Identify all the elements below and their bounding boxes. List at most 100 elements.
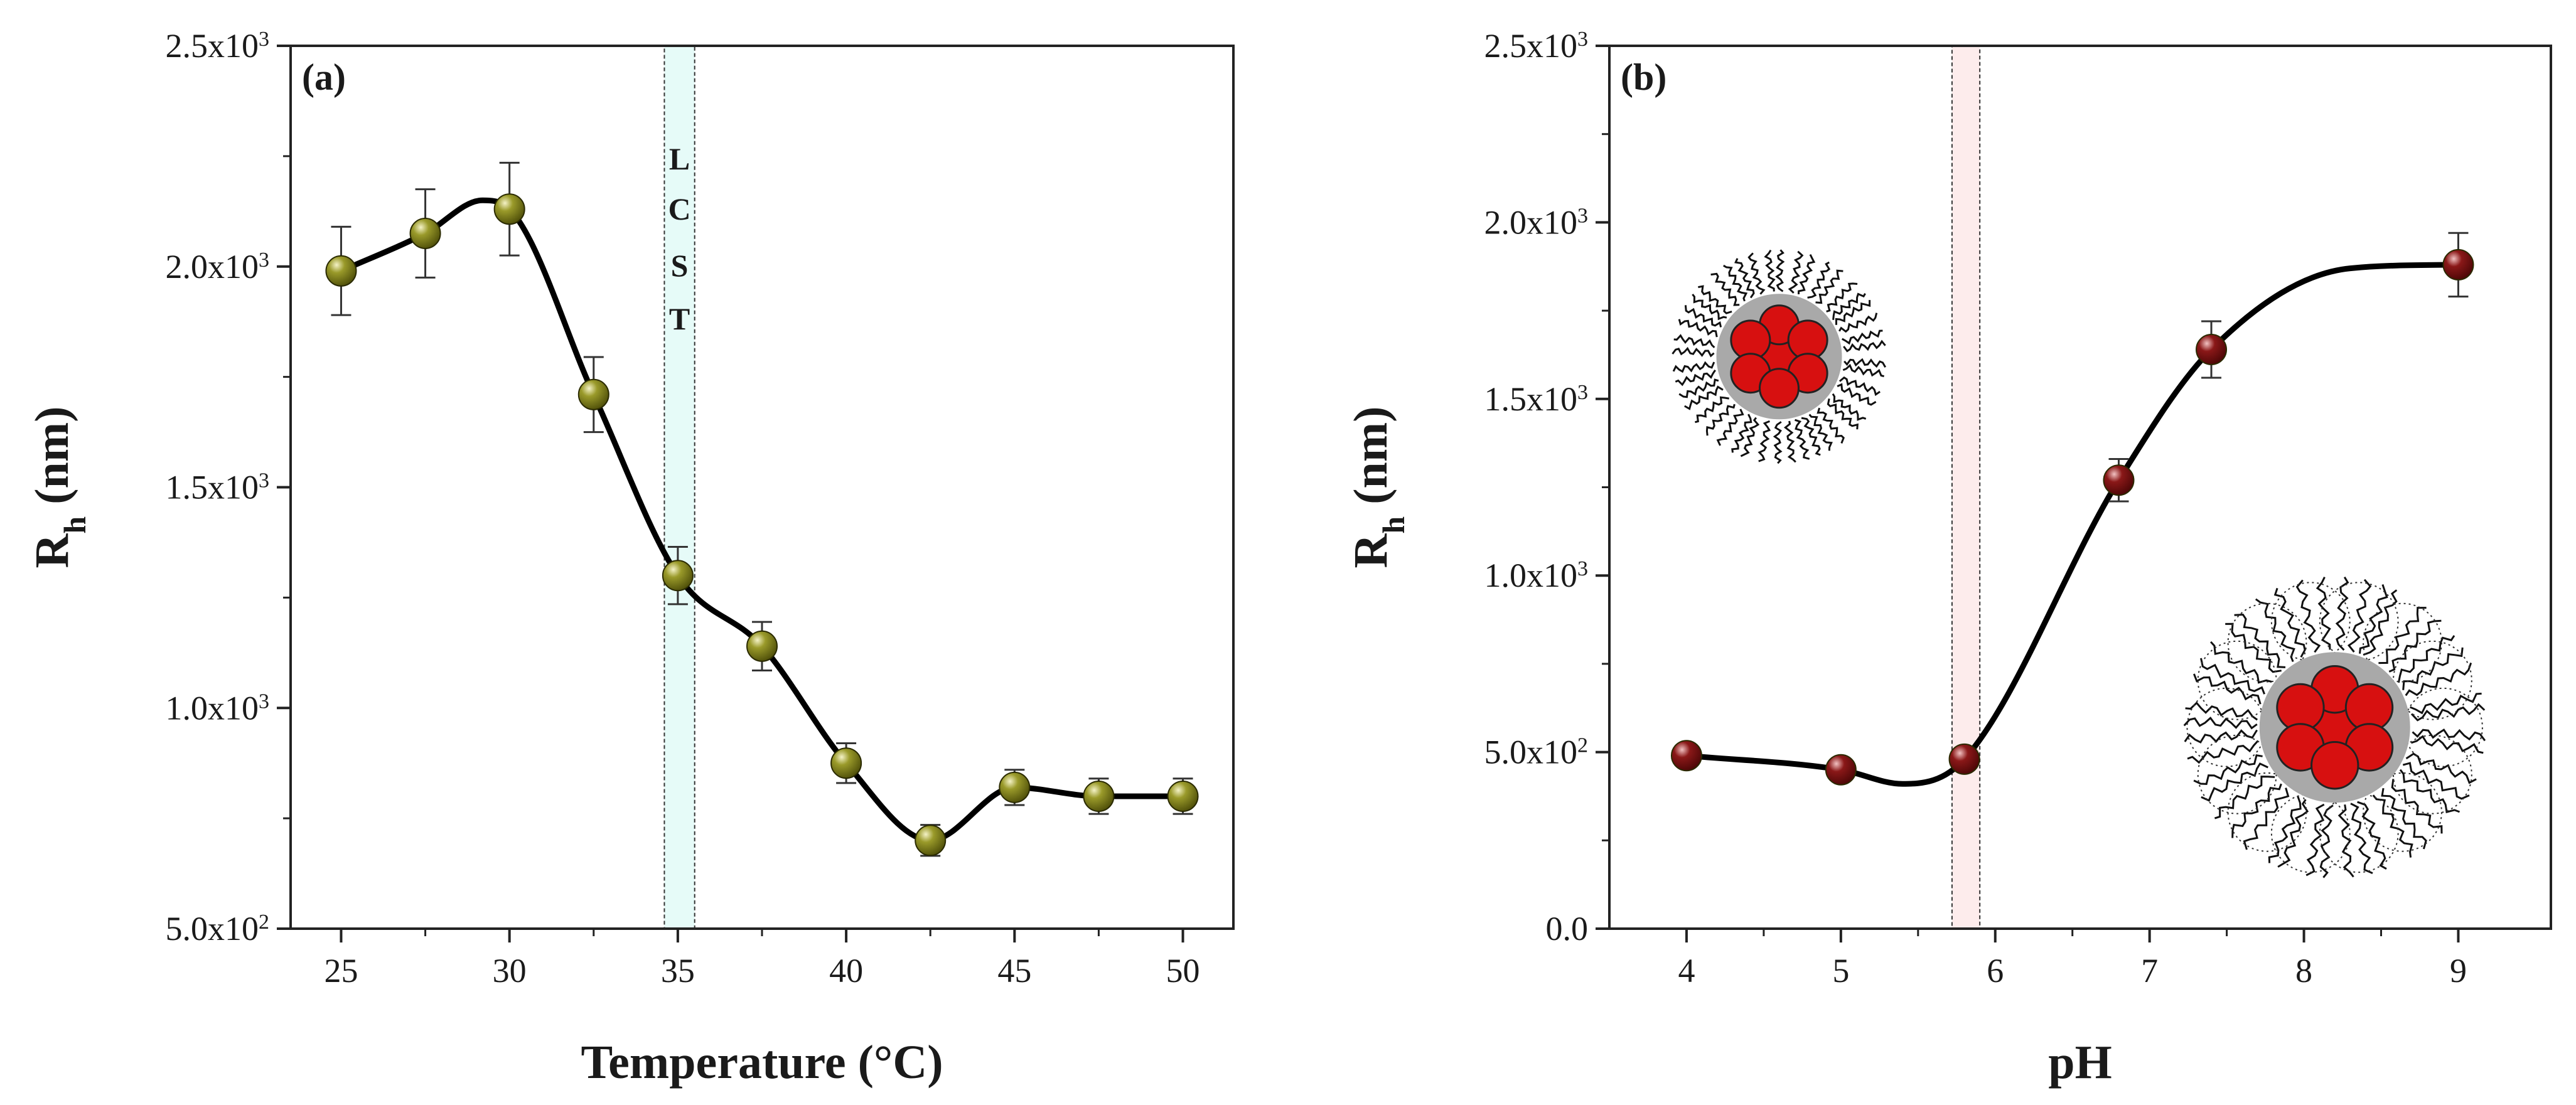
polymer-chain — [1723, 264, 1748, 302]
data-point — [1670, 740, 1702, 772]
polymer-chain — [1795, 419, 1810, 460]
y-axis-title: Rh (nm) — [26, 407, 92, 569]
polymer-chain — [2350, 803, 2373, 874]
polymer-chain — [2183, 716, 2258, 730]
y-tick-label: 1.0x103 — [166, 689, 270, 727]
y-tick-label: 2.5x103 — [1484, 27, 1589, 65]
x-tick-label: 7 — [2141, 952, 2158, 990]
polymer-chain — [1838, 376, 1881, 397]
polymer-chain — [2193, 673, 2262, 705]
polymer-chain — [2391, 779, 2443, 834]
polymer-chain — [2193, 754, 2263, 785]
x-tick-label: 8 — [2295, 952, 2312, 990]
polymer-chain — [2201, 762, 2268, 802]
axis-ticks — [277, 45, 1184, 942]
x-tick-label: 25 — [324, 952, 358, 990]
polymer-chain — [2184, 729, 2258, 744]
data-point — [2196, 334, 2228, 366]
y-tick-label: 1.0x103 — [1484, 557, 1589, 594]
x-tick-label: 9 — [2450, 952, 2467, 990]
polymer-chain — [2347, 579, 2372, 653]
data-point — [409, 217, 441, 249]
x-axis-title: Temperature (°C) — [581, 1036, 943, 1089]
y-tick-labels: 5.0x102 1.0x103 1.5x103 2.0x103 2.5x103 — [166, 27, 270, 948]
polymer-chain — [1815, 269, 1843, 304]
nanoparticle-core — [1758, 368, 1800, 409]
polymer-chain — [2363, 589, 2398, 656]
polymer-chain — [2319, 804, 2334, 878]
x-tick-label: 6 — [1987, 952, 2004, 990]
data-point — [325, 255, 357, 287]
x-tick-label: 4 — [1678, 952, 1695, 990]
swollen-micelle-illustration — [2183, 576, 2486, 878]
axis-ticks — [1596, 45, 2460, 942]
polymer-chain — [1672, 361, 1715, 373]
data-point — [915, 825, 947, 857]
x-tick-labels: 4 5 6 7 8 9 — [1678, 952, 2467, 990]
polymer-chain — [2399, 769, 2461, 813]
dotted-loop — [2363, 602, 2442, 683]
polymer-chain — [1758, 420, 1771, 462]
polymer-chain — [2316, 577, 2331, 650]
polymer-chain — [1747, 252, 1766, 295]
polymer-chain — [1783, 420, 1796, 463]
polymer-chain — [1692, 294, 1727, 321]
polymer-chain — [1801, 417, 1821, 456]
polymer-chain — [2410, 703, 2486, 722]
polymer-chain — [2243, 787, 2290, 850]
polymer-chain — [2388, 619, 2442, 673]
polymer-chain — [1678, 378, 1719, 398]
dotted-loop — [2403, 687, 2483, 767]
polymer-chain — [2225, 622, 2282, 673]
lcst-letter: L — [669, 141, 690, 176]
lcst-letter: T — [669, 301, 690, 336]
transition-band — [1951, 45, 1981, 929]
polymer-chain — [1764, 249, 1776, 292]
x-tick-label: 30 — [493, 952, 527, 990]
plot-frame — [1608, 45, 2552, 930]
y-tick-label: 2.0x103 — [1484, 203, 1589, 241]
polymer-chain — [1843, 358, 1887, 368]
lcst-annotation: L C S T — [668, 141, 691, 336]
polymer-chain — [1705, 403, 1736, 436]
dotted-loop — [2319, 793, 2399, 873]
polymer-chain — [2200, 658, 2265, 695]
x-tick-label: 40 — [829, 952, 863, 990]
polymer-chain — [2187, 740, 2259, 764]
polymer-chain — [1837, 383, 1877, 406]
polymer-chain — [2402, 762, 2470, 800]
x-tick-label: 35 — [661, 952, 695, 990]
y-tick-label: 2.0x103 — [166, 248, 270, 286]
polymer-chain — [2234, 613, 2286, 668]
polymer-chain — [1740, 417, 1760, 457]
polymer-chain — [1832, 393, 1867, 421]
x-tick-label: 45 — [997, 952, 1031, 990]
y-tick-label: 1.5x103 — [1484, 380, 1589, 418]
polymer-chain — [1843, 339, 1886, 353]
polymer-chain — [1678, 319, 1718, 338]
polymer-chain — [2381, 787, 2427, 850]
dotted-loop — [2227, 772, 2307, 852]
data-points — [325, 161, 1199, 857]
data-point — [2442, 248, 2474, 280]
dotted-loop — [2363, 772, 2442, 852]
polymer-chain — [2397, 635, 2455, 683]
polymer-chain — [2378, 607, 2427, 665]
polymer-chain — [1838, 312, 1878, 333]
data-point — [493, 193, 525, 225]
polymer-chain — [1698, 285, 1732, 314]
data-point — [999, 771, 1031, 803]
polymer-chain — [2335, 576, 2349, 651]
polymer-chain — [2295, 579, 2321, 653]
polymer-chain — [2273, 587, 2306, 658]
polymer-chain — [1695, 396, 1729, 424]
polymer-chain — [1817, 407, 1845, 444]
data-point — [577, 378, 609, 410]
polymer-chain — [1775, 249, 1785, 292]
x-tick-label: 5 — [1832, 952, 1849, 990]
polymer-chain — [1808, 414, 1833, 451]
polymer-chain — [2185, 702, 2258, 721]
lcst-band — [663, 45, 695, 929]
data-points — [1670, 232, 2474, 786]
data-point — [746, 630, 778, 662]
